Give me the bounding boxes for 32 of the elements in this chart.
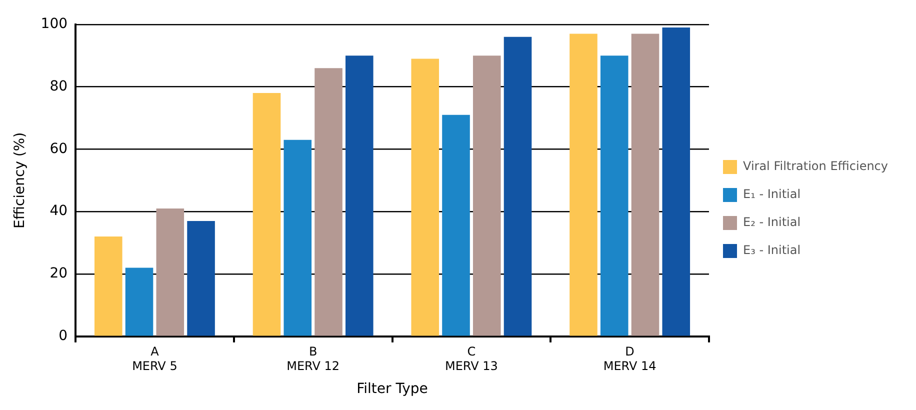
y-tick-label: 20 <box>50 266 68 282</box>
y-tick-label: 80 <box>50 78 68 94</box>
y-tick-label: 100 <box>40 16 68 32</box>
bar <box>411 58 440 336</box>
legend-label: E₁ - Initial <box>742 187 801 202</box>
x-axis-title: Filter Type <box>356 381 428 398</box>
bar <box>631 34 660 336</box>
x-tick-label: C MERV 13 <box>444 344 498 374</box>
x-tick-label: D MERV 14 <box>603 344 656 374</box>
x-tick-label: A MERV 5 <box>132 344 178 374</box>
bar <box>662 28 690 336</box>
bar <box>284 140 312 336</box>
legend-label: E₃ - Initial <box>742 243 801 258</box>
bar <box>442 114 470 336</box>
bar <box>94 236 122 336</box>
bar <box>187 220 215 336</box>
y-tick-label: 40 <box>50 203 68 220</box>
y-tick-label: 0 <box>58 328 68 344</box>
bar <box>346 56 374 336</box>
bar <box>504 36 532 336</box>
y-tick-label: 60 <box>50 140 68 157</box>
y-axis-title: Efficiency (%) <box>12 132 28 228</box>
x-tick-label: B MERV 12 <box>286 344 340 374</box>
bar <box>125 268 154 336</box>
bar <box>472 56 501 336</box>
bar <box>156 208 184 336</box>
bar <box>600 56 628 336</box>
bar <box>570 34 598 336</box>
legend-label: E₂ - Initial <box>742 215 801 230</box>
legend-label: Viral Filtration Efficiency <box>742 159 888 174</box>
bar <box>252 93 281 336</box>
bar <box>314 68 342 336</box>
